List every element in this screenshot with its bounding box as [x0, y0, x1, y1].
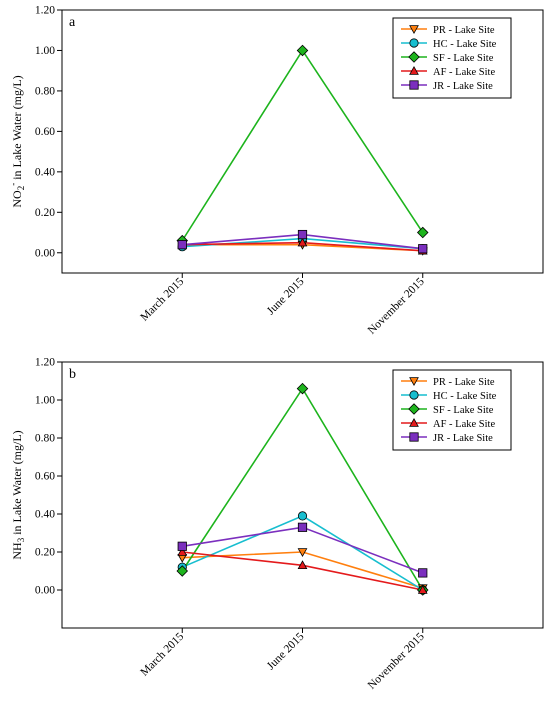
y-tick-label: 0.20 [35, 547, 55, 559]
legend-marker-square [409, 80, 419, 90]
data-point-square [418, 244, 428, 254]
legend-label: SF - Lake Site [433, 53, 494, 64]
y-axis-label-rest: in Lake Water (mg/L) [10, 430, 24, 537]
data-point-diamond [296, 382, 309, 395]
y-tick-label: 0.60 [35, 126, 55, 138]
legend-marker-triangle-down [409, 377, 419, 387]
y-tick-label: 1.00 [35, 395, 55, 407]
y-axis-label: NH3 in Lake Water (mg/L) [10, 430, 26, 559]
series-line-triangle-up [182, 551, 423, 591]
legend-label: JR - Lake Site [433, 433, 493, 444]
x-tick-label: June 2015 [265, 630, 307, 672]
data-point-triangle-up [417, 584, 428, 594]
y-tick-label: 0.40 [35, 166, 55, 178]
chart-panel-a: 0.00 0.20 0.40 0.60 0.80 1.00 1.20 March 2015 Ju… [8, 5, 544, 337]
series-line-diamond [181, 48, 424, 242]
y-tick-label: 0.40 [35, 509, 55, 521]
legend-label: HC - Lake Site [433, 39, 497, 50]
y-axis-label-main: NH [10, 542, 24, 560]
y-tick-label: 0.60 [35, 471, 55, 483]
data-point-square [297, 522, 308, 532]
y-tick-label: 0.80 [35, 85, 55, 97]
panel-label: a [69, 15, 76, 30]
legend-label: SF - Lake Site [433, 405, 494, 416]
data-point-triangle-up [297, 560, 308, 570]
y-tick-label: 0.80 [35, 433, 55, 445]
x-tick-label: March 2015 [138, 275, 186, 323]
data-point-circle [297, 511, 308, 521]
legend-label: PR - Lake Site [433, 377, 495, 388]
data-point-diamond [416, 226, 429, 239]
legend-label: JR - Lake Site [433, 81, 493, 92]
legend-marker-square [409, 432, 419, 442]
y-axis-label-rest: in Lake Water (mg/L) [10, 75, 24, 182]
legend-marker-triangle-up [409, 417, 419, 427]
legend-marker-diamond [408, 403, 420, 415]
x-tick-label: March 2015 [138, 630, 186, 678]
y-tick-label: 0.20 [35, 207, 55, 219]
data-point-triangle-up [177, 546, 188, 556]
legend-marker-circle [409, 390, 419, 400]
data-point-diamond [176, 565, 189, 577]
y-tick-label: 1.20 [35, 357, 55, 369]
panel-label: b [69, 367, 76, 382]
y-axis-label-sup: - [8, 183, 18, 186]
data-point-square [177, 541, 187, 551]
data-point-square [297, 229, 308, 240]
y-tick-label: 1.00 [35, 45, 55, 57]
y-tick-label: 0.00 [35, 585, 55, 597]
y-axis-label-sub: 2 [16, 186, 26, 191]
legend-marker-circle [409, 38, 419, 48]
legend-marker-triangle-down [409, 25, 419, 35]
legend: PR - Lake Site HC - Lake Site SF - Lake Si… [392, 17, 512, 99]
x-tick-label: June 2015 [265, 275, 307, 317]
legend-marker-triangle-up [409, 65, 419, 75]
legend-label: AF - Lake Site [433, 67, 495, 78]
legend-label: AF - Lake Site [433, 419, 495, 430]
data-point-triangle-down [297, 548, 308, 558]
legend-marker-diamond [408, 51, 420, 63]
data-point-square [418, 568, 428, 578]
y-axis-label: NO2- in Lake Water (mg/L) [8, 75, 26, 207]
data-point-diamond [296, 44, 309, 57]
legend: PR - Lake Site HC - Lake Site SF - Lake Si… [392, 369, 512, 451]
y-axis-label-sub: 3 [16, 537, 26, 542]
legend-label: HC - Lake Site [433, 391, 497, 402]
y-tick-label: 1.20 [35, 5, 55, 17]
chart-panel-b: 0.00 0.20 0.40 0.60 0.80 1.00 1.20 March 2015 Ju… [10, 357, 544, 692]
x-tick-label: November 2015 [366, 275, 427, 336]
y-tick-label: 0.00 [35, 247, 55, 259]
legend-label: PR - Lake Site [433, 25, 495, 36]
y-axis-label-main: NO [10, 190, 24, 208]
data-point-square [177, 240, 187, 250]
x-tick-label: November 2015 [366, 630, 427, 691]
data-point-triangle-up [297, 237, 308, 247]
